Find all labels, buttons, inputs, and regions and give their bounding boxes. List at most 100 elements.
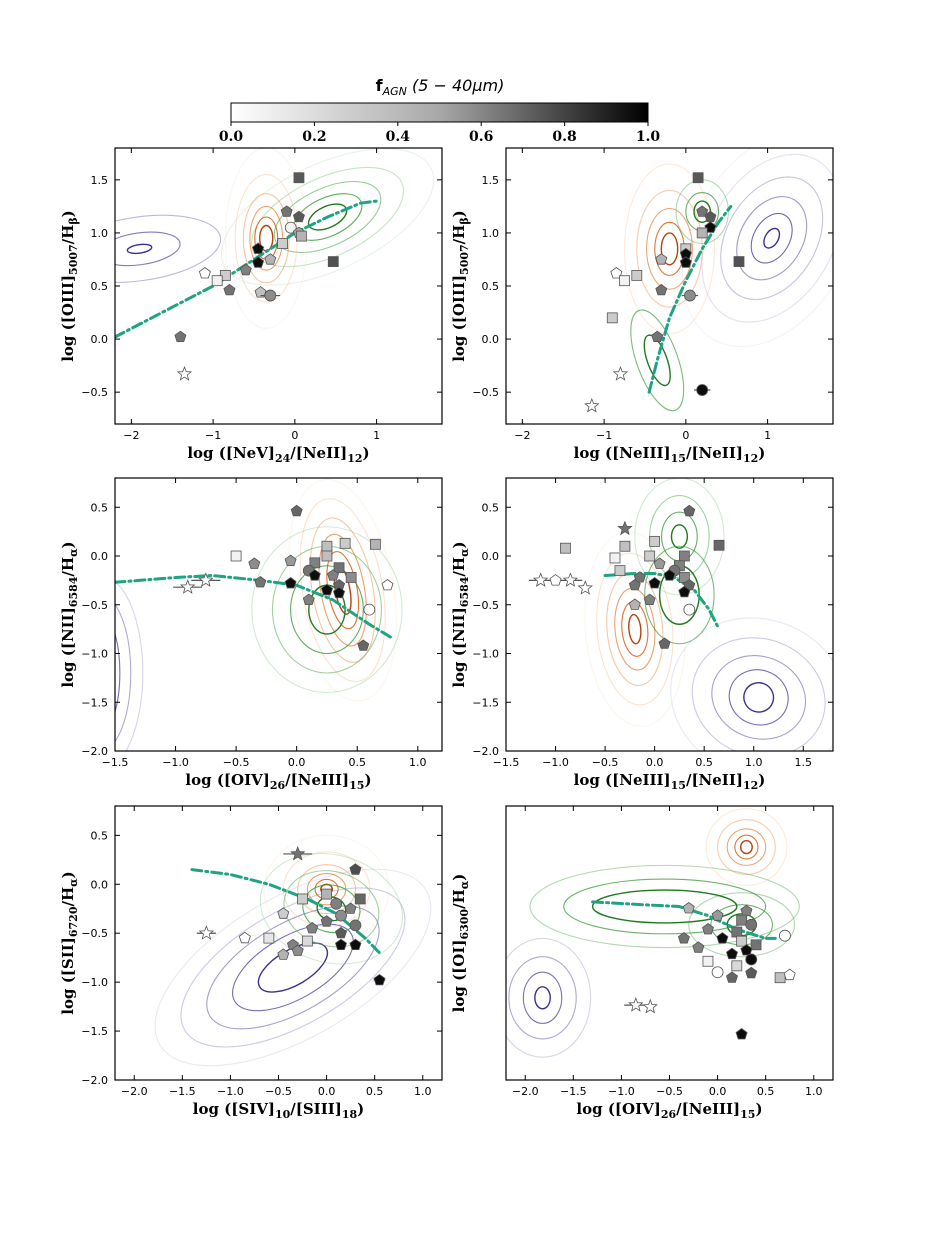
plot-area [506,808,800,1058]
x-tick-label: 0 [291,429,298,442]
point-pentagon [284,577,297,589]
agn-contour [763,227,781,249]
colorbar-title-rest: (5 − 40μm) [407,76,504,95]
point-pentagon [726,947,738,960]
y-tick-label: −0.5 [81,599,108,612]
x-tick-label: −1.0 [162,756,189,769]
point-square [263,932,275,944]
point-pentagon [549,574,562,586]
agn-contour [534,986,551,1010]
sf-contour [290,565,364,655]
plot-area [115,148,435,381]
comp-contour [263,834,390,944]
x-axis: −1.5 −1.0 −0.5 0.0 0.5 1.0 1.5 [493,478,812,769]
agn-contour [736,196,808,281]
x-axis-label-part: 24 [275,452,291,465]
point-square [560,542,571,554]
point-star [584,397,600,413]
point-pentagon [702,923,714,935]
x-axis: −2 −1 0 1 [123,148,380,442]
x-axis-label-part: 12 [743,452,758,465]
x-axis-label-part: 12 [347,452,362,465]
point-pentagon [252,256,265,268]
point-square [321,888,332,900]
y-axis: −0.5 0.0 0.5 1.0 1.5 [81,174,442,399]
y-tick-label: −1.0 [472,648,499,661]
point-circle [284,221,297,234]
y-axis-label: log ([NII]6584/Hα) [450,541,471,687]
point-pentagon [658,637,671,649]
x-axis-label: log ([NeIII]15/[NeII]12) [574,444,766,465]
agn-contour [522,971,563,1024]
comp-contour [739,840,753,855]
y-axis-label-part: 6584 [67,576,80,607]
point-pentagon [198,267,211,279]
point-square [297,893,308,905]
point-pentagon [716,932,729,944]
agn-contour [180,887,406,1048]
y-axis-label-part: β [458,217,471,224]
x-axis-label-part: ) [758,771,765,789]
x-axis-label-part: log ([NeIII] [574,444,671,462]
x-axis-label: log ([OIV]26/[NeIII]15) [185,771,371,792]
y-tick-label: 0.5 [482,501,500,514]
y-axis-label: log ([OI]6300/Hα) [450,874,471,1013]
comp-contour [628,613,642,645]
x-tick-label: −1.5 [560,1085,587,1098]
point-circle [363,603,376,616]
point-pentagon [280,205,293,217]
agn-contour [126,243,153,255]
point-pentagon [308,569,321,581]
y-axis-label-part: /H [450,225,468,245]
x-axis-label: log ([NeIII]15/[NeII]12) [574,771,766,792]
agn-contour [206,905,380,1030]
density-contours [506,808,800,1058]
colorbar-title-main: f [376,76,384,95]
point-pentagon [357,639,370,651]
point-square [733,256,745,267]
point-square [301,935,313,947]
density-contours [115,148,435,329]
x-axis-label-part: log ([NeIII] [574,771,671,789]
panel-oiii-neiii: −2 −1 0 1 −0.5 0.0 0.5 1.0 1.5 log ([NeIII]15/[Ne… [450,147,834,465]
y-axis-label-part: log ([NII] [59,607,77,687]
sf-contour [259,852,404,965]
point-square [696,227,708,239]
point-square [619,540,631,552]
colorbar-title-sub: AGN [382,85,407,98]
point-pentagon [252,242,265,254]
x-tick-label: 0.5 [695,756,713,769]
point-pentagon [677,932,690,944]
point-pentagon [726,971,738,983]
point-pentagon [740,904,753,917]
point-pentagon [349,938,362,950]
point-pentagon [633,571,646,583]
y-tick-label: −0.5 [81,927,108,940]
point-circle [779,929,791,942]
x-tick-label: −2.0 [121,1085,148,1098]
agn-contour [720,176,824,301]
y-tick-label: 0.5 [91,501,109,514]
agn-contour [115,632,121,714]
panel-oi-oiv: −2.0 −1.5 −1.0 −0.5 0.0 0.5 1.0 log ([OIV]26/[N… [450,805,834,1121]
y-tick-label: 0.5 [91,280,109,293]
point-pentagon [254,286,267,298]
y-tick-label: −2.0 [81,1074,108,1087]
point-square [295,230,307,242]
y-axis-label: log ([NII]6584/Hα) [59,541,80,687]
point-star [577,580,593,595]
x-axis-label-part: 15 [671,779,686,792]
point-square [354,893,366,905]
panel-nii-oiv: −1.5 −1.0 −0.5 0.0 0.5 1.0−2.0−1.5−1.0−0.50.0… [59,477,443,792]
point-pentagon [678,585,691,598]
panel-sii-siv: −2.0 −1.5 −1.0 −0.5 0.0 0.5 1.0 −2.0 −1.5 −1.0 −0.… [59,805,443,1121]
x-tick-label: 0.5 [348,756,366,769]
plot-area [115,478,403,751]
point-pentagon [682,902,695,914]
x-tick-label: 0.0 [709,1085,727,1098]
x-axis-label-part: ) [364,771,371,789]
x-tick-label: −2 [123,429,139,442]
x-axis-label-part: 12 [743,779,758,792]
x-tick-label: 0.0 [288,756,306,769]
y-tick-label: −1.5 [81,696,108,709]
